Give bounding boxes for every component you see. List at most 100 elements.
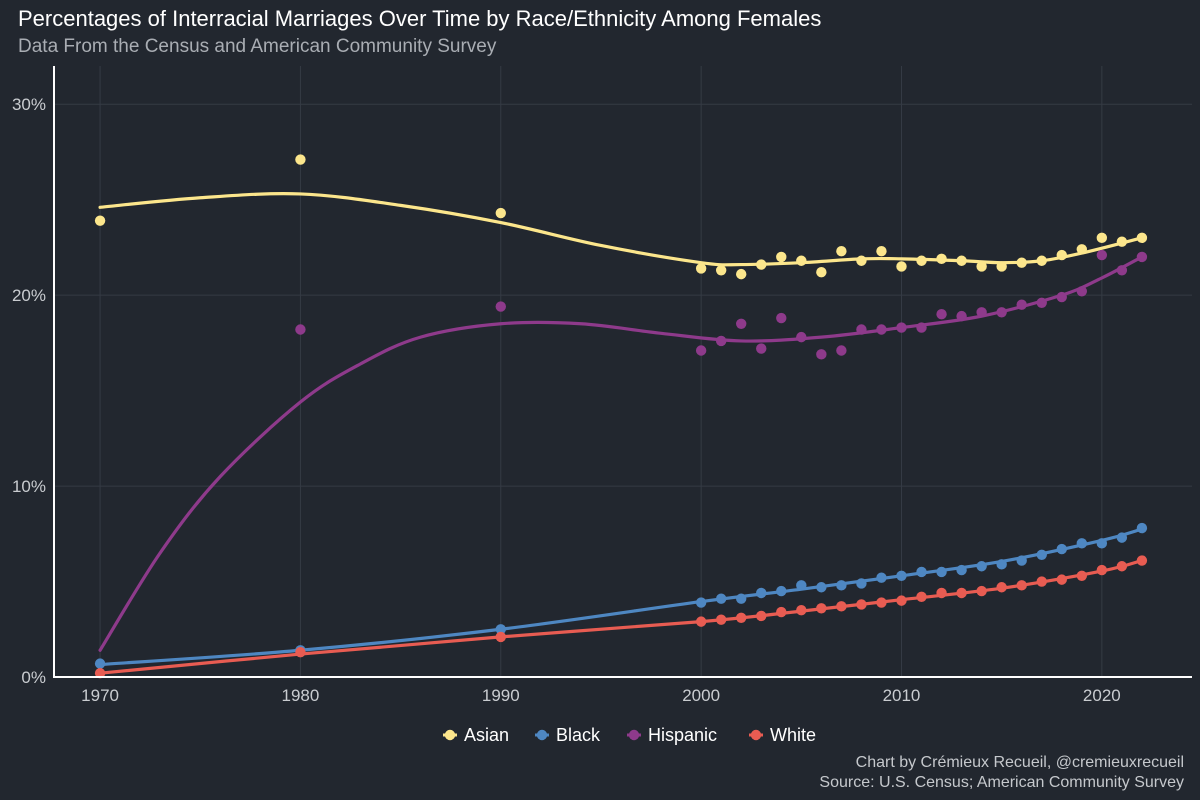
point-black-1970 bbox=[94, 658, 106, 669]
point-white-2015 bbox=[996, 582, 1007, 593]
point-white-2018 bbox=[1056, 574, 1067, 585]
point-asian-2009 bbox=[876, 246, 887, 257]
point-hispanic-1980 bbox=[295, 324, 306, 335]
point-white-2011 bbox=[916, 591, 927, 603]
point-black-2001 bbox=[715, 593, 727, 604]
point-asian-2019 bbox=[1076, 244, 1088, 255]
point-white-2014 bbox=[976, 585, 987, 597]
point-hispanic-1990 bbox=[495, 301, 506, 312]
point-hispanic-2006 bbox=[816, 349, 827, 360]
y-tick-label-20: 20% bbox=[12, 286, 46, 305]
point-asian-2006 bbox=[816, 267, 827, 278]
point-asian-2012 bbox=[936, 253, 947, 265]
point-asian-2011 bbox=[916, 255, 927, 266]
point-black-2013 bbox=[956, 564, 967, 576]
point-hispanic-2007 bbox=[836, 345, 847, 356]
legend-label-asian: Asian bbox=[464, 725, 509, 745]
point-black-2006 bbox=[816, 582, 827, 593]
legend-key-dot-white bbox=[750, 729, 762, 741]
point-hispanic-2013 bbox=[956, 310, 967, 322]
point-asian-2003 bbox=[756, 259, 767, 270]
point-black-2017 bbox=[1036, 549, 1047, 560]
point-asian-1990 bbox=[495, 207, 506, 219]
point-hispanic-2016 bbox=[1016, 299, 1027, 310]
point-hispanic-2018 bbox=[1056, 291, 1067, 303]
point-asian-2014 bbox=[976, 261, 987, 272]
point-hispanic-2012 bbox=[936, 309, 947, 320]
point-white-2008 bbox=[856, 599, 867, 610]
point-black-2018 bbox=[1056, 543, 1067, 555]
point-hispanic-2001 bbox=[715, 335, 727, 347]
legend: Asian Black Hispanic White bbox=[443, 725, 816, 745]
point-white-2019 bbox=[1076, 570, 1088, 582]
caption-credit: Chart by Crémieux Recueil, @cremieuxrecu… bbox=[855, 754, 1184, 771]
point-hispanic-2010 bbox=[896, 322, 907, 333]
caption-source: Source: U.S. Census; American Community … bbox=[819, 774, 1184, 791]
legend-key-dot-hispanic bbox=[628, 729, 640, 741]
point-hispanic-2004 bbox=[776, 312, 787, 324]
point-hispanic-2019 bbox=[1076, 286, 1088, 297]
point-asian-2017 bbox=[1036, 255, 1047, 266]
point-black-2005 bbox=[796, 580, 807, 591]
point-white-2017 bbox=[1036, 576, 1047, 587]
point-hispanic-2015 bbox=[996, 307, 1007, 318]
series-black bbox=[94, 522, 1148, 669]
point-black-2012 bbox=[936, 566, 947, 578]
point-asian-2002 bbox=[736, 268, 747, 280]
trend-line-black bbox=[98, 527, 1144, 667]
point-asian-2008 bbox=[856, 255, 867, 266]
point-asian-2004 bbox=[776, 251, 787, 263]
x-tick-label-1990: 1990 bbox=[482, 686, 520, 705]
x-tick-label-1980: 1980 bbox=[282, 686, 320, 705]
legend-key-dot-asian bbox=[444, 729, 456, 741]
point-asian-2010 bbox=[896, 261, 907, 272]
y-tick-label-10: 10% bbox=[12, 477, 46, 496]
point-black-1990 bbox=[495, 624, 506, 635]
point-white-2004 bbox=[776, 606, 787, 618]
point-asian-2007 bbox=[836, 246, 847, 257]
point-black-2016 bbox=[1016, 555, 1027, 566]
point-hispanic-2002 bbox=[736, 318, 747, 329]
point-asian-2016 bbox=[1016, 257, 1027, 268]
point-hispanic-2011 bbox=[916, 322, 927, 333]
legend-label-white: White bbox=[770, 725, 816, 745]
chart-subtitle: Data From the Census and American Commun… bbox=[18, 36, 497, 57]
point-hispanic-2020 bbox=[1096, 249, 1108, 261]
point-black-2002 bbox=[736, 593, 747, 604]
legend-key-dot-black bbox=[536, 729, 548, 741]
legend-label-black: Black bbox=[556, 725, 601, 745]
legend-item-hispanic: Hispanic bbox=[627, 725, 717, 745]
point-black-2000 bbox=[695, 597, 707, 608]
series-group bbox=[94, 154, 1148, 679]
point-white-2001 bbox=[715, 614, 727, 625]
point-white-2022 bbox=[1136, 555, 1148, 566]
point-black-2020 bbox=[1096, 538, 1108, 549]
y-tick-label-0: 0% bbox=[21, 668, 46, 687]
point-white-2021 bbox=[1116, 561, 1128, 572]
x-tick-label-1970: 1970 bbox=[81, 686, 119, 705]
legend-item-asian: Asian bbox=[443, 725, 509, 745]
point-asian-1980 bbox=[295, 154, 306, 165]
point-asian-1970 bbox=[94, 215, 106, 226]
point-hispanic-2017 bbox=[1036, 297, 1047, 308]
point-black-2009 bbox=[876, 572, 887, 583]
x-tick-label-2000: 2000 bbox=[682, 686, 720, 705]
point-black-2010 bbox=[896, 570, 907, 582]
point-asian-2013 bbox=[956, 255, 967, 266]
point-white-2006 bbox=[816, 603, 827, 614]
point-hispanic-2009 bbox=[876, 324, 887, 335]
point-hispanic-2021 bbox=[1116, 265, 1128, 276]
chart-title: Percentages of Interracial Marriages Ove… bbox=[18, 6, 822, 31]
point-hispanic-2008 bbox=[856, 324, 867, 335]
y-tick-label-30: 30% bbox=[12, 95, 46, 114]
point-hispanic-2005 bbox=[796, 331, 807, 343]
point-white-2009 bbox=[876, 597, 887, 608]
series-asian bbox=[94, 154, 1148, 280]
trend-line-asian bbox=[98, 192, 1144, 267]
point-asian-2018 bbox=[1056, 249, 1067, 261]
point-asian-2015 bbox=[996, 261, 1007, 272]
point-white-2020 bbox=[1096, 564, 1108, 576]
point-black-2019 bbox=[1076, 538, 1088, 549]
x-tick-label-2020: 2020 bbox=[1083, 686, 1121, 705]
